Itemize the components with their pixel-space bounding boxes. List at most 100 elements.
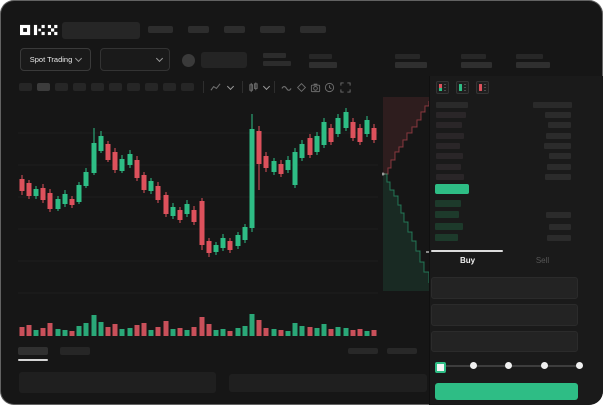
slider-stop[interactable] [470,362,478,369]
volume-bar [105,327,111,336]
candle [335,118,341,134]
timeframe-button[interactable] [55,83,68,91]
candle [285,160,291,170]
candle [321,122,327,145]
tab-sell[interactable]: Sell [535,256,550,265]
orderbook-bid-row[interactable] [435,200,461,207]
slider-stop[interactable] [505,362,513,369]
orderbook-ask-row[interactable] [436,163,461,170]
timeframe-button[interactable] [181,83,194,91]
nav-item[interactable] [224,26,245,33]
depth-chart[interactable] [382,95,431,293]
book-both-icon[interactable] [436,81,449,94]
stat-label [516,54,543,59]
chart-bottom-tab-active[interactable] [18,347,48,355]
chart-style-dropdown-icon[interactable] [248,82,259,93]
orders-row[interactable] [229,374,427,392]
candle [328,128,334,142]
volume-bar [47,323,53,336]
volume-bar [119,329,125,336]
timeframe-button[interactable] [19,83,32,91]
orderbook-ask-row[interactable] [436,112,466,118]
nav-item[interactable] [148,26,173,33]
timeframe-button[interactable] [127,83,140,91]
volume-bar [285,331,291,336]
chevron-down-icon [75,54,83,63]
line-tool-icon[interactable] [281,82,292,93]
indicator-dropdown-icon[interactable] [210,82,221,93]
candle [213,245,219,252]
mid-price-dot [382,172,385,176]
candle [127,154,133,165]
timeframe-button[interactable] [73,83,86,91]
volume-bar [199,317,205,336]
orderbook-ask-amount [548,122,571,129]
nav-item[interactable] [188,26,209,33]
range-button[interactable] [348,348,378,354]
price-chart[interactable] [14,96,382,346]
orderbook-ask-amount [547,163,571,170]
asks-depth-line [383,101,430,175]
stat-value [461,62,492,68]
candle [19,179,25,191]
order-input[interactable] [431,331,578,352]
slider-handle[interactable] [435,362,446,373]
nav-item[interactable] [260,26,285,33]
book-asks-icon[interactable] [476,81,489,94]
range-button[interactable] [387,348,417,354]
tab-buy[interactable]: Buy [459,256,476,265]
coin-avatar [182,54,195,67]
orderbook-ask-row[interactable] [436,153,463,160]
candle [242,227,248,240]
slider-stop[interactable] [575,362,583,369]
chart-bottom-tab[interactable] [60,347,90,355]
candle [256,131,262,164]
change-label [263,53,286,58]
volume-bar [357,329,363,336]
orderbook-bid-amount [549,223,571,230]
toolbar-divider [274,81,275,93]
last-price-bar[interactable] [435,184,469,194]
slider-stop[interactable] [540,362,548,369]
search-input[interactable] [62,22,140,39]
timeframe-button[interactable] [109,83,122,91]
orderbook-bid-row[interactable] [435,233,458,241]
nav-item[interactable] [300,26,326,33]
change-value [263,61,291,66]
chevron-down-icon[interactable] [262,82,271,91]
volume-bar [292,323,298,336]
chevron-down-icon[interactable] [226,82,235,91]
stat-label [309,54,332,59]
orderbook-bid-row[interactable] [435,222,463,230]
timeframe-button[interactable] [145,83,158,91]
orderbook-ask-row[interactable] [436,122,462,129]
volume-bar [364,331,370,336]
orderbook-ask-amount [546,132,571,139]
history-icon[interactable] [324,82,335,93]
timeframe-button[interactable] [91,83,104,91]
eraser-icon[interactable] [296,82,307,93]
book-bids-icon[interactable] [456,81,469,94]
market-type-selector[interactable]: Spot Trading [20,48,91,71]
buy-submit-button[interactable] [435,383,578,400]
candle [249,129,255,228]
volume-bar [242,326,248,336]
orders-row[interactable] [19,372,216,393]
fullscreen-icon[interactable] [340,82,351,93]
orderbook-ask-row[interactable] [436,132,464,139]
volume-bar [278,330,284,336]
timeframe-button[interactable] [37,83,50,91]
orderbook-ask-amount [545,112,571,118]
order-input[interactable] [431,277,578,299]
pair-selector[interactable] [100,48,170,71]
volume-bar [227,331,233,336]
timeframe-button[interactable] [163,83,176,91]
main-nav [148,26,326,33]
camera-icon[interactable] [310,82,321,93]
orderbook-ask-row[interactable] [436,173,464,180]
order-input[interactable] [431,304,578,326]
orderbook-bid-row[interactable] [435,211,459,219]
orderbook-ask-row[interactable] [436,142,460,149]
volume-bar [314,328,320,336]
